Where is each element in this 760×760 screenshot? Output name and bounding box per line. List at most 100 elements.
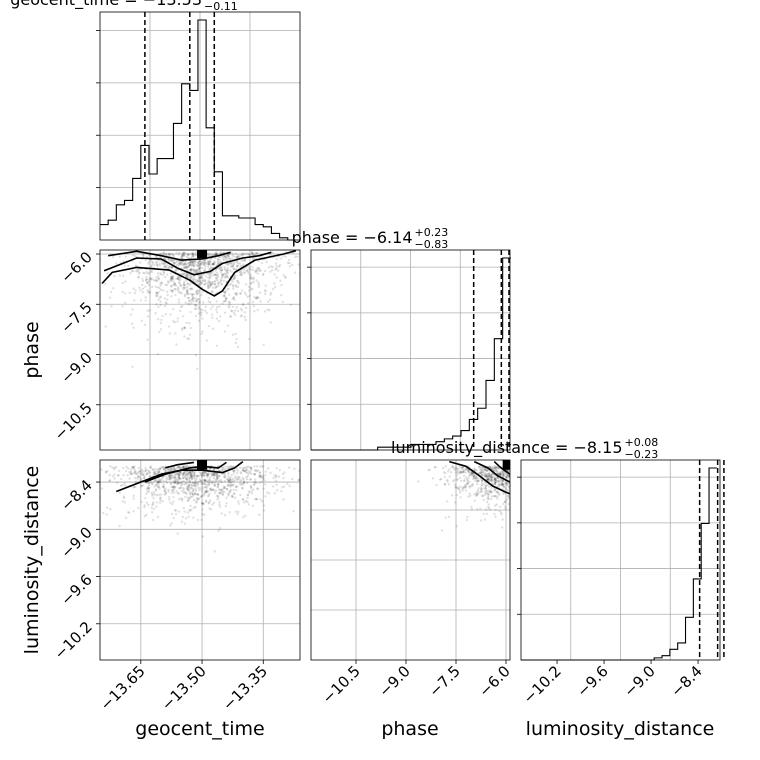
sample-point: [464, 489, 468, 492]
sample-point: [241, 254, 245, 257]
sample-point: [197, 486, 200, 489]
sample-point: [190, 253, 193, 256]
sample-point: [465, 482, 469, 486]
sample-point: [169, 259, 172, 262]
sample-point: [208, 281, 212, 284]
sample-point: [242, 480, 246, 484]
sample-point: [200, 281, 203, 285]
sample-point: [531, 471, 533, 473]
sample-point: [187, 478, 191, 482]
sample-point: [236, 309, 240, 313]
sample-point: [249, 484, 252, 488]
sample-point: [183, 261, 187, 265]
sample-point: [515, 476, 517, 478]
sample-point: [179, 471, 183, 475]
sample-point: [208, 276, 212, 280]
sample-point: [194, 269, 197, 272]
sample-point: [229, 265, 233, 269]
sample-point: [540, 467, 542, 469]
sample-point: [121, 500, 125, 503]
sample-point: [200, 311, 203, 314]
sample-point: [222, 258, 225, 262]
sample-point: [188, 322, 191, 325]
sample-point: [178, 278, 181, 282]
sample-point: [271, 251, 275, 254]
sample-point: [515, 487, 517, 489]
sample-point: [124, 469, 128, 473]
sample-point: [197, 260, 200, 264]
sample-point: [255, 267, 259, 270]
sample-point: [274, 262, 278, 265]
sample-point: [462, 479, 466, 483]
sample-point: [467, 469, 470, 472]
sample-point: [502, 492, 505, 495]
sample-point: [242, 477, 245, 481]
sample-point: [197, 276, 201, 280]
histogram-step: [311, 257, 511, 451]
sample-point: [195, 481, 198, 485]
sample-point: [239, 273, 243, 276]
sample-point: [479, 477, 482, 480]
sample-point: [484, 474, 488, 478]
sample-point: [141, 287, 145, 291]
sample-point: [459, 471, 462, 474]
sample-point: [489, 477, 493, 480]
sample-point: [232, 255, 235, 258]
sample-point: [460, 471, 463, 474]
sample-point: [533, 481, 535, 483]
sample-point: [489, 491, 493, 494]
sample-point: [240, 271, 244, 274]
sample-point: [589, 481, 591, 483]
sample-point: [485, 489, 489, 492]
sample-point: [457, 468, 460, 471]
sample-point: [539, 486, 541, 488]
sample-point: [219, 488, 223, 491]
sample-point: [183, 476, 186, 479]
sample-point: [144, 467, 147, 470]
sample-point: [233, 277, 236, 280]
sample-point: [462, 474, 466, 477]
sample-point: [190, 484, 194, 488]
sample-point: [196, 265, 200, 268]
sample-point: [150, 270, 154, 274]
sample-point: [190, 299, 193, 302]
sample-point: [493, 482, 497, 485]
sample-point: [321, 291, 323, 293]
sample-point: [189, 471, 192, 474]
sample-point: [238, 292, 242, 295]
sample-point: [461, 466, 465, 469]
sample-point: [535, 478, 537, 480]
sample-point: [500, 482, 503, 485]
sample-point: [521, 486, 523, 488]
sample-point: [137, 471, 140, 474]
sample-point: [167, 257, 171, 261]
sample-point: [167, 325, 171, 328]
sample-point: [153, 472, 157, 475]
sample-point: [201, 273, 204, 277]
sample-point: [133, 470, 137, 474]
sample-point: [202, 482, 206, 486]
sample-point: [221, 273, 224, 277]
sample-point: [155, 260, 159, 264]
sample-point: [231, 495, 234, 499]
sample-point: [170, 277, 174, 280]
sample-point: [258, 475, 261, 478]
sample-point: [230, 264, 233, 267]
sample-point: [487, 478, 490, 481]
sample-point: [170, 276, 173, 279]
sample-point: [188, 299, 191, 303]
sample-point: [200, 473, 203, 477]
sample-point: [264, 292, 267, 296]
sample-point: [186, 486, 189, 489]
sample-point: [444, 472, 447, 475]
sample-point: [475, 480, 479, 483]
sample-point: [527, 468, 529, 470]
sample-point: [278, 264, 282, 267]
sample-point: [495, 490, 498, 494]
sample-point: [256, 308, 259, 312]
sample-point: [165, 298, 169, 301]
sample-point: [155, 501, 159, 504]
sample-point: [206, 490, 210, 493]
sample-point: [113, 275, 116, 278]
sample-point: [234, 252, 237, 256]
